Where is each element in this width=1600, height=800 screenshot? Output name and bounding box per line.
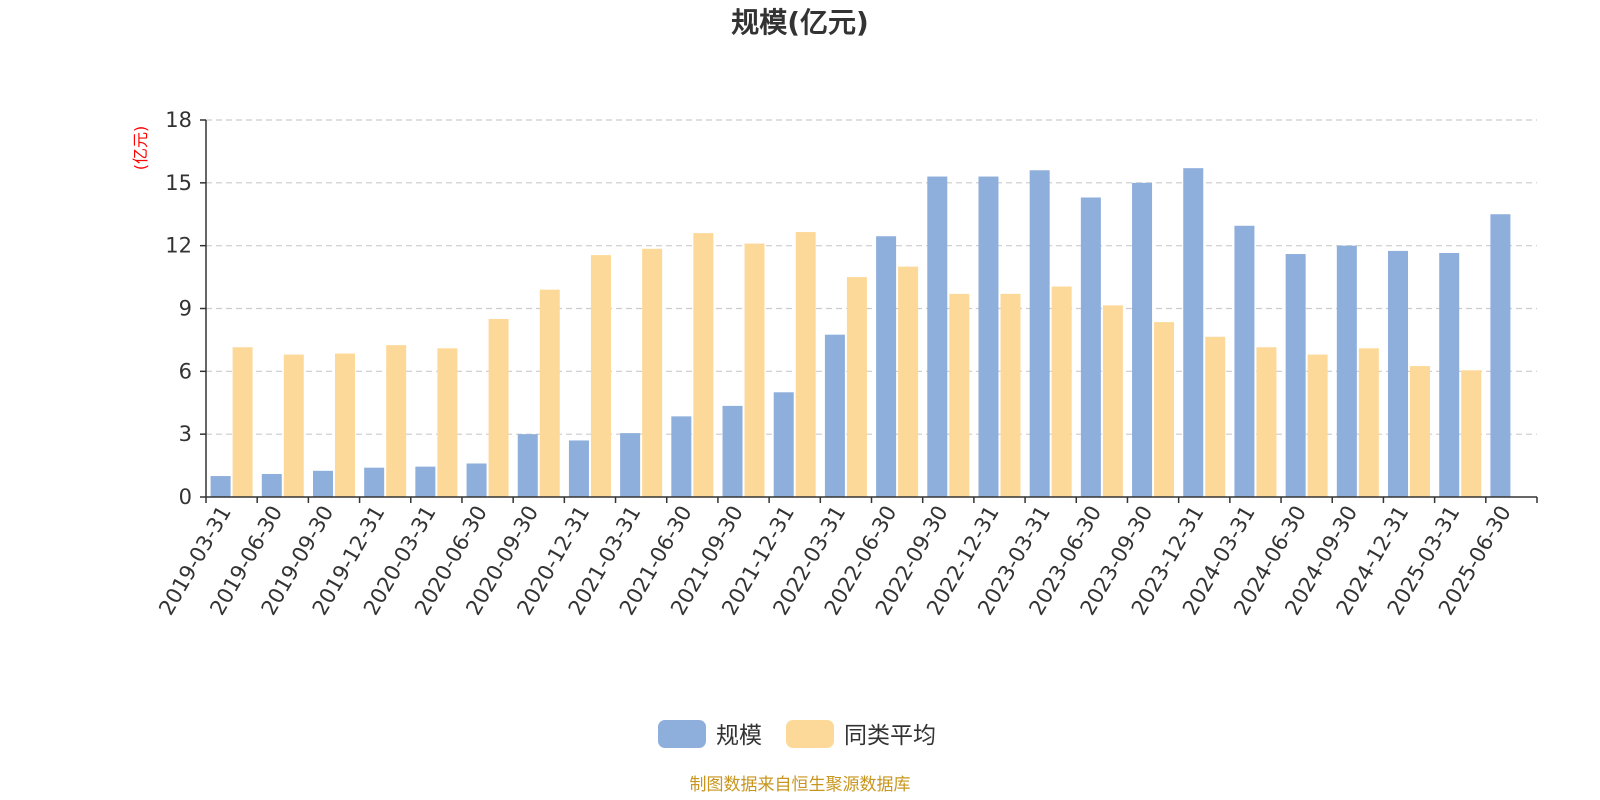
bar-scale-2024-09-30 <box>1336 245 1357 497</box>
bar-scale-2022-12-31 <box>978 176 999 498</box>
bar-peer-average-2020-03-31 <box>437 348 458 497</box>
legend-label: 同类平均 <box>844 723 936 749</box>
y-tick-label-12: 12 <box>165 234 192 258</box>
bar-scale-2025-03-31 <box>1439 252 1460 497</box>
bar-scale-2021-09-30 <box>722 405 743 497</box>
bar-peer-average-2024-12-31 <box>1410 366 1431 497</box>
bar-scale-2025-06-30 <box>1490 214 1511 497</box>
bar-peer-average-2025-03-31 <box>1461 370 1482 497</box>
bar-scale-2021-03-31 <box>620 433 641 497</box>
bar-peer-average-2022-12-31 <box>1000 293 1021 497</box>
bar-scale-2021-06-30 <box>671 416 692 497</box>
bars <box>210 168 1511 498</box>
bar-scale-2022-09-30 <box>927 176 948 498</box>
bar-scale-2021-12-31 <box>773 392 794 497</box>
bar-scale-2020-09-30 <box>517 434 538 497</box>
bar-peer-average-2023-06-30 <box>1102 305 1123 497</box>
bar-scale-2022-06-30 <box>876 236 897 497</box>
bar-scale-2020-12-31 <box>568 440 589 497</box>
bar-peer-average-2019-06-30 <box>283 354 304 497</box>
bar-peer-average-2021-12-31 <box>795 232 816 497</box>
bar-scale-2023-09-30 <box>1132 182 1153 498</box>
x-tick-labels: 2019-03-312019-06-302019-09-302019-12-31… <box>154 501 1516 619</box>
bar-scale-2019-03-31 <box>210 476 231 497</box>
bar-scale-2024-03-31 <box>1234 225 1255 497</box>
bar-peer-average-2019-12-31 <box>386 345 407 497</box>
source-note: 制图数据来自恒生聚源数据库 <box>690 775 911 795</box>
bar-peer-average-2021-06-30 <box>693 233 714 497</box>
axes <box>200 119 1538 503</box>
legend-item-scale[interactable]: 规模 <box>658 720 762 749</box>
legend[interactable]: 规模 同类平均 <box>658 720 936 749</box>
y-axis-label: (亿元) <box>131 126 150 171</box>
bar-peer-average-2022-09-30 <box>949 293 970 497</box>
bar-peer-average-2024-03-31 <box>1256 347 1277 497</box>
bar-scale-2023-06-30 <box>1080 197 1101 497</box>
bar-scale-2024-12-31 <box>1388 250 1409 497</box>
bar-scale-2022-03-31 <box>824 334 845 497</box>
bar-peer-average-2023-03-31 <box>1051 286 1072 497</box>
bar-peer-average-2019-03-31 <box>232 347 253 497</box>
bar-peer-average-2020-09-30 <box>539 289 560 497</box>
gridlines <box>206 119 1537 435</box>
legend-item-peer-average[interactable]: 同类平均 <box>786 720 936 749</box>
bar-scale-2024-06-30 <box>1285 254 1306 497</box>
y-tick-label-15: 15 <box>165 171 192 195</box>
bar-scale-2019-09-30 <box>312 470 333 497</box>
y-tick-label-6: 6 <box>179 359 192 383</box>
bar-scale-2023-03-31 <box>1029 170 1050 497</box>
bar-scale-2020-06-30 <box>466 463 487 497</box>
y-tick-label-18: 18 <box>165 108 192 132</box>
bar-scale-2020-03-31 <box>415 466 436 497</box>
legend-label: 规模 <box>716 723 762 749</box>
bar-scale-2019-12-31 <box>364 467 385 497</box>
bar-peer-average-2023-12-31 <box>1205 336 1226 497</box>
bar-peer-average-2024-09-30 <box>1358 348 1379 497</box>
bar-peer-average-2022-06-30 <box>898 266 919 497</box>
bar-peer-average-2020-12-31 <box>590 255 611 497</box>
bar-peer-average-2019-09-30 <box>334 353 355 497</box>
bar-peer-average-2021-03-31 <box>642 248 663 497</box>
y-tick-label-0: 0 <box>179 485 192 509</box>
chart-title: 规模(亿元) <box>731 6 869 39</box>
y-tick-labels: 0 3 6 9 12 15 18 <box>165 108 192 509</box>
y-tick-label-3: 3 <box>179 422 192 446</box>
legend-swatch <box>786 720 834 748</box>
bar-peer-average-2020-06-30 <box>488 318 509 497</box>
bar-peer-average-2022-03-31 <box>846 277 867 497</box>
bar-scale-2023-12-31 <box>1183 168 1204 497</box>
y-tick-label-9: 9 <box>179 297 192 321</box>
bar-scale-2019-06-30 <box>261 473 282 497</box>
bar-peer-average-2023-09-30 <box>1154 322 1175 497</box>
bar-peer-average-2021-09-30 <box>744 243 765 497</box>
bar-peer-average-2024-06-30 <box>1307 354 1328 497</box>
legend-swatch <box>658 720 706 748</box>
